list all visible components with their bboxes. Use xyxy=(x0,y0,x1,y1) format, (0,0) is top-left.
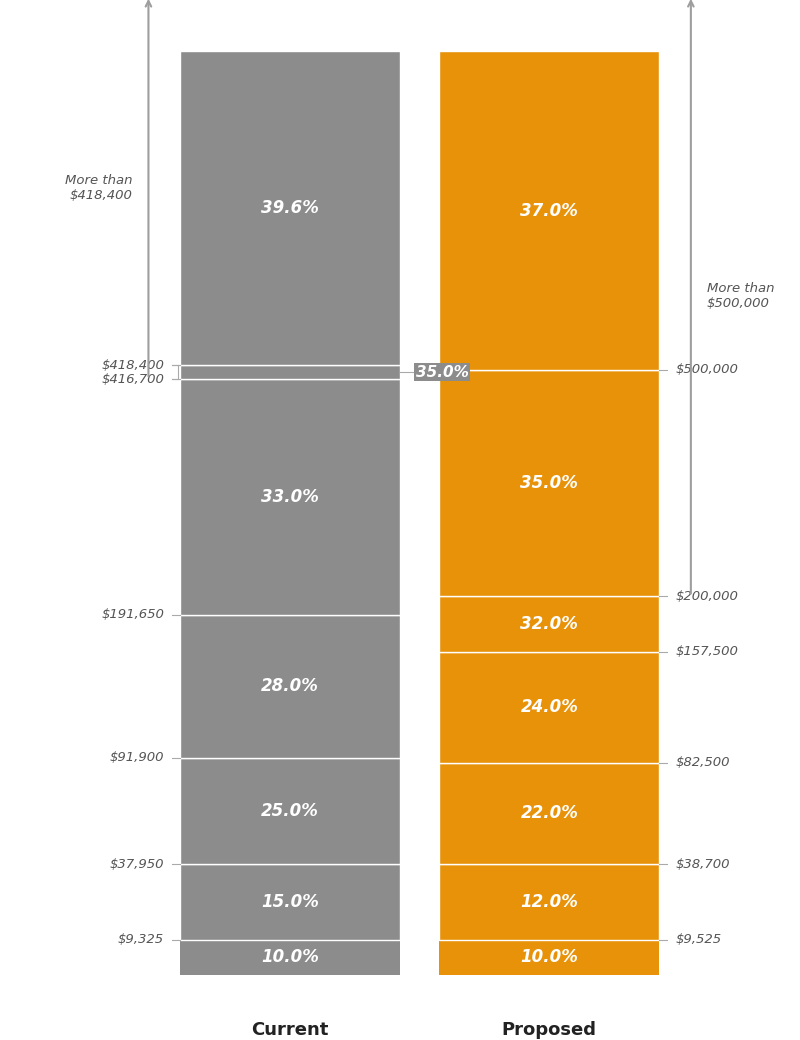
FancyBboxPatch shape xyxy=(180,615,400,758)
Text: $82,500: $82,500 xyxy=(675,756,730,769)
Text: $200,000: $200,000 xyxy=(675,590,738,603)
Text: $38,700: $38,700 xyxy=(675,858,730,870)
FancyBboxPatch shape xyxy=(439,51,659,370)
Text: Proposed: Proposed xyxy=(502,1021,597,1039)
Text: 39.6%: 39.6% xyxy=(261,200,319,217)
FancyBboxPatch shape xyxy=(180,758,400,864)
Text: $91,900: $91,900 xyxy=(110,752,164,764)
Text: 22.0%: 22.0% xyxy=(521,804,578,823)
Text: $191,650: $191,650 xyxy=(102,608,164,621)
Text: Current: Current xyxy=(251,1021,329,1039)
Text: 33.0%: 33.0% xyxy=(261,488,319,506)
FancyBboxPatch shape xyxy=(439,652,659,762)
FancyBboxPatch shape xyxy=(180,940,400,976)
FancyBboxPatch shape xyxy=(180,864,400,940)
Text: $157,500: $157,500 xyxy=(675,645,738,658)
FancyBboxPatch shape xyxy=(439,940,659,976)
Text: $9,325: $9,325 xyxy=(118,934,164,946)
Text: 15.0%: 15.0% xyxy=(261,893,319,911)
FancyBboxPatch shape xyxy=(180,380,400,615)
Text: More than
$418,400: More than $418,400 xyxy=(66,174,133,202)
FancyBboxPatch shape xyxy=(180,365,400,380)
Text: More than
$500,000: More than $500,000 xyxy=(706,282,774,310)
Text: 24.0%: 24.0% xyxy=(521,698,578,717)
Text: 12.0%: 12.0% xyxy=(521,893,578,911)
Text: 35.0%: 35.0% xyxy=(521,474,578,492)
Text: 25.0%: 25.0% xyxy=(261,802,319,821)
Text: 28.0%: 28.0% xyxy=(261,677,319,696)
Text: $418,400: $418,400 xyxy=(102,359,164,372)
Text: $416,700: $416,700 xyxy=(102,372,164,386)
Text: $500,000: $500,000 xyxy=(675,364,738,376)
FancyBboxPatch shape xyxy=(439,864,659,940)
FancyBboxPatch shape xyxy=(180,51,400,365)
Text: 37.0%: 37.0% xyxy=(521,202,578,219)
Text: 35.0%: 35.0% xyxy=(416,365,469,380)
FancyBboxPatch shape xyxy=(439,596,659,652)
FancyBboxPatch shape xyxy=(439,762,659,864)
Text: 32.0%: 32.0% xyxy=(521,615,578,633)
Text: $9,525: $9,525 xyxy=(675,934,722,946)
Text: 10.0%: 10.0% xyxy=(521,948,578,966)
FancyBboxPatch shape xyxy=(439,370,659,596)
Text: 10.0%: 10.0% xyxy=(261,948,319,966)
Text: $37,950: $37,950 xyxy=(110,858,164,870)
